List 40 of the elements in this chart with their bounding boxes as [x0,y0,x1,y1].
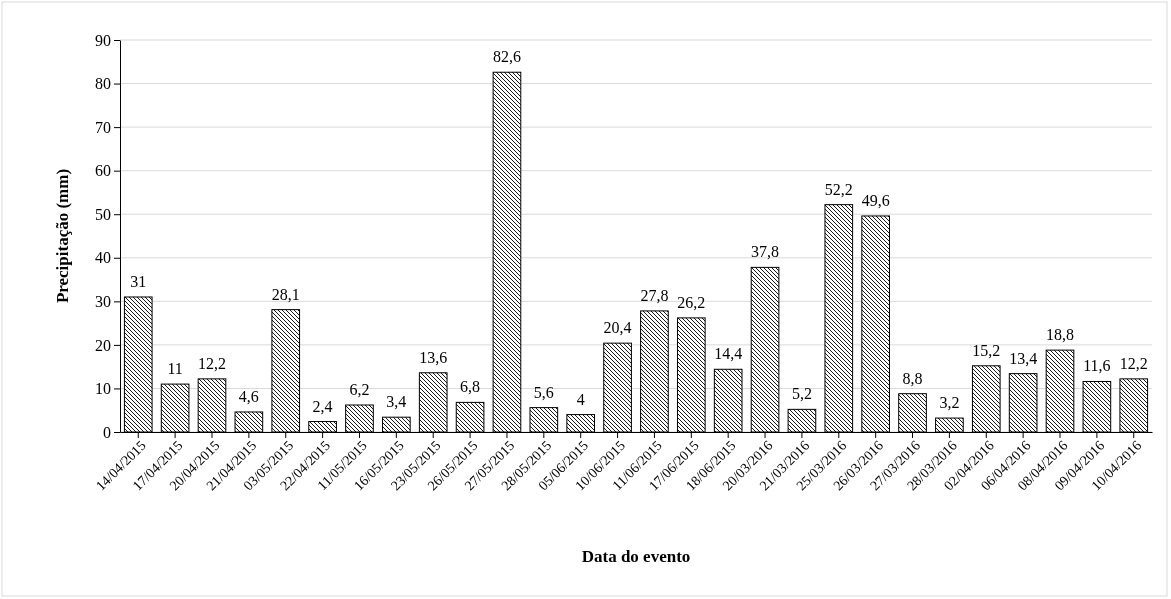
data-label: 5,2 [791,385,812,403]
data-label: 18,8 [1046,326,1075,344]
y-tick-label: 80 [95,75,111,93]
data-label: 49,6 [861,191,890,209]
data-label: 12,2 [197,354,226,372]
data-label: 28,1 [271,285,300,303]
data-label: 13,4 [1009,349,1038,367]
data-label: 20,4 [603,319,632,337]
data-label: 15,2 [972,341,1001,359]
data-label: 5,6 [533,383,554,401]
x-axis-title: Data do evento [581,547,691,566]
data-label: 27,8 [640,286,669,304]
data-label: 3,4 [386,393,407,411]
y-tick-label: 20 [95,336,111,354]
data-label: 12,2 [1119,354,1148,372]
data-label: 37,8 [751,243,780,261]
data-label: 8,8 [902,369,923,387]
data-label: 6,2 [349,381,370,398]
y-axis-title: Precipitação (mm) [53,168,72,304]
data-label: 31 [130,272,147,290]
data-label: 11,6 [1083,357,1111,375]
data-label: 3,2 [939,394,960,412]
data-label: 14,4 [714,345,743,363]
data-label: 2,4 [312,397,333,415]
data-label: 6,8 [460,378,481,396]
y-tick-label: 30 [95,292,111,310]
data-label: 52,2 [824,180,853,198]
data-label: 4 [576,390,585,408]
y-tick-label: 60 [95,162,111,180]
y-tick-label: 50 [95,205,111,223]
data-label: 4,6 [238,387,259,405]
y-tick-label: 0 [103,423,111,441]
data-label: 26,2 [677,293,706,311]
data-label: 13,6 [419,348,448,366]
data-label: 82,6 [492,48,521,66]
y-tick-label: 90 [95,31,111,49]
y-tick-label: 70 [95,118,111,136]
y-tick-label: 40 [95,249,111,267]
data-label: 11 [167,360,183,378]
y-tick-label: 10 [95,380,111,398]
